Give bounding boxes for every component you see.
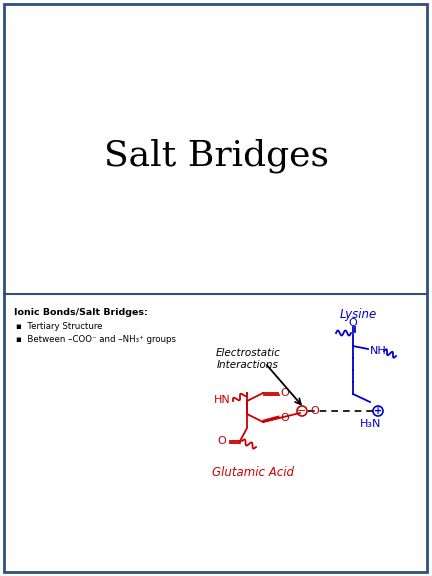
Text: O: O xyxy=(310,406,319,416)
Text: −: − xyxy=(297,406,307,416)
Text: Ionic Bonds/Salt Bridges:: Ionic Bonds/Salt Bridges: xyxy=(14,308,148,317)
Text: O: O xyxy=(280,388,289,398)
Text: NH: NH xyxy=(370,346,387,356)
Text: Glutamic Acid: Glutamic Acid xyxy=(212,466,294,479)
Text: H₃N: H₃N xyxy=(360,419,381,429)
Text: ▪  Tertiary Structure: ▪ Tertiary Structure xyxy=(16,322,102,331)
Text: Electrostatic
Interactions: Electrostatic Interactions xyxy=(216,348,280,370)
Text: O: O xyxy=(217,436,226,446)
Text: O: O xyxy=(280,413,289,423)
Text: +: + xyxy=(374,406,382,416)
Text: O: O xyxy=(349,318,357,328)
Text: HN: HN xyxy=(214,395,231,405)
Text: ▪  Between –COO⁻ and –NH₃⁺ groups: ▪ Between –COO⁻ and –NH₃⁺ groups xyxy=(16,335,176,344)
Text: Salt Bridges: Salt Bridges xyxy=(104,139,328,173)
Text: Lysine: Lysine xyxy=(340,308,377,321)
